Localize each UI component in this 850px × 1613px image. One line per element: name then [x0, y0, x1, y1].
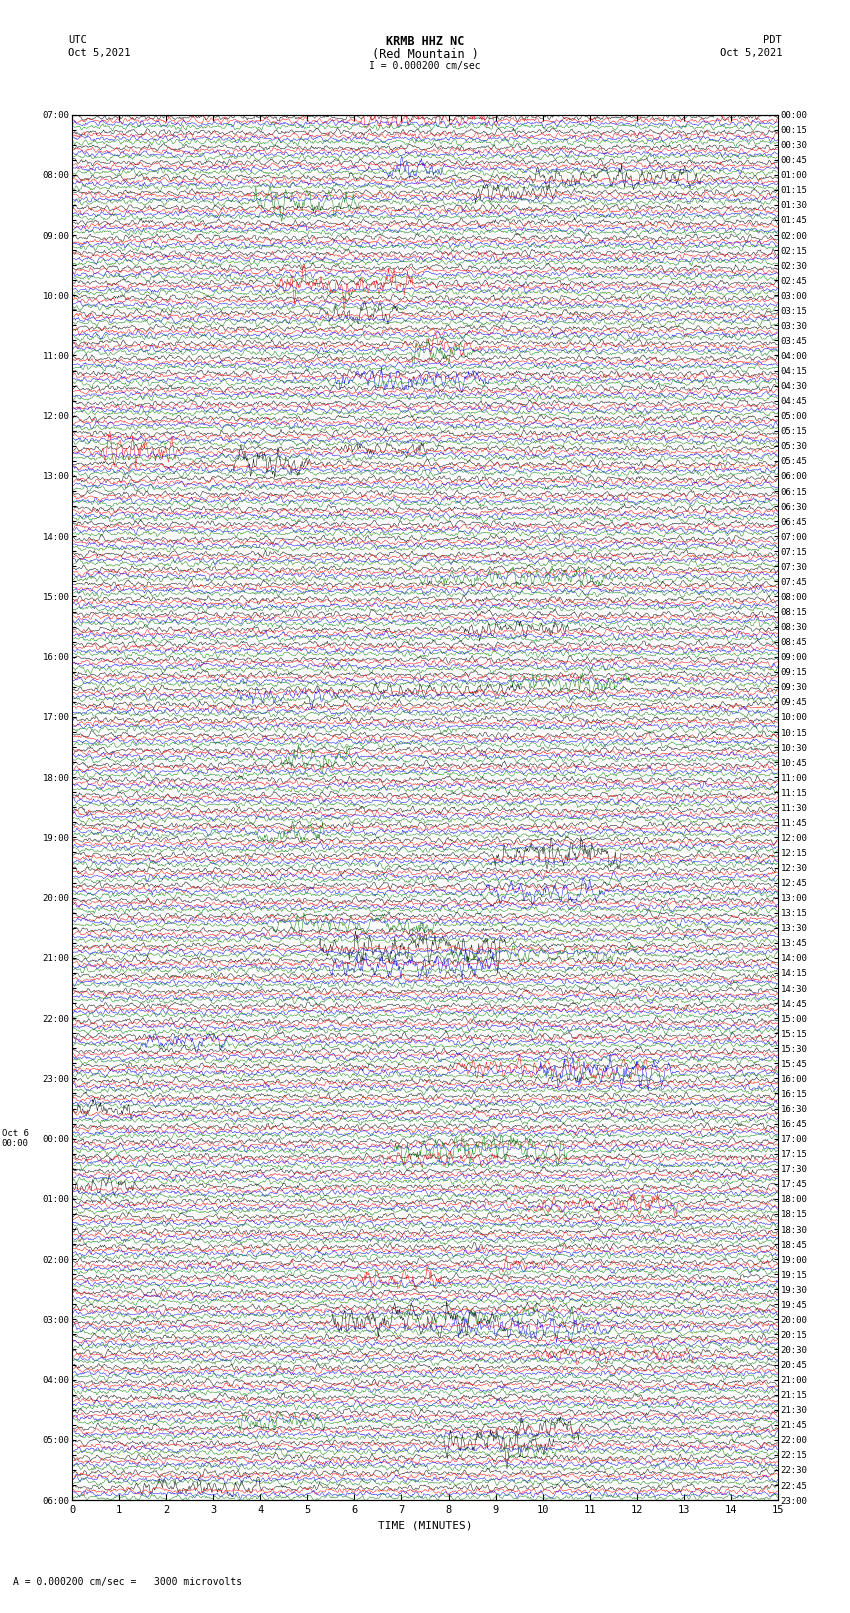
Text: Oct 6
00:00: Oct 6 00:00 [2, 1129, 29, 1148]
Text: PDT: PDT [763, 35, 782, 45]
X-axis label: TIME (MINUTES): TIME (MINUTES) [377, 1521, 473, 1531]
Text: Oct 5,2021: Oct 5,2021 [719, 48, 782, 58]
Text: I = 0.000200 cm/sec: I = 0.000200 cm/sec [369, 61, 481, 71]
Text: A = 0.000200 cm/sec =   3000 microvolts: A = 0.000200 cm/sec = 3000 microvolts [13, 1578, 242, 1587]
Text: (Red Mountain ): (Red Mountain ) [371, 48, 479, 61]
Text: Oct 5,2021: Oct 5,2021 [68, 48, 131, 58]
Text: KRMB HHZ NC: KRMB HHZ NC [386, 35, 464, 48]
Text: UTC: UTC [68, 35, 87, 45]
